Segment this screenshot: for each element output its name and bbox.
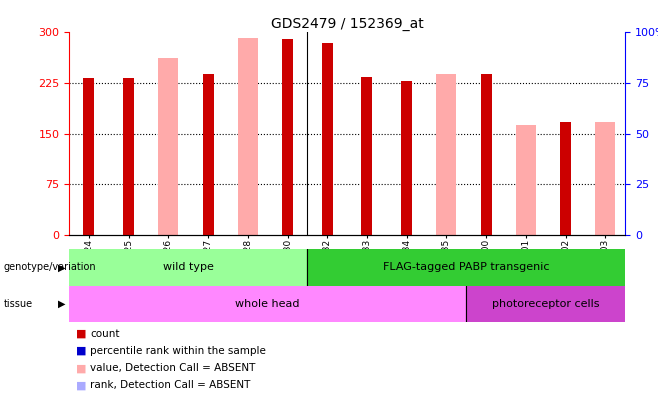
Text: value, Detection Call = ABSENT: value, Detection Call = ABSENT	[90, 363, 255, 373]
Bar	[69, 286, 467, 322]
Bar	[307, 249, 625, 286]
Text: ▶: ▶	[59, 262, 66, 272]
Text: ■: ■	[76, 363, 86, 373]
Bar	[436, 74, 456, 235]
Text: tissue: tissue	[3, 299, 32, 309]
Text: photoreceptor cells: photoreceptor cells	[492, 299, 599, 309]
Bar	[238, 38, 258, 235]
Bar	[159, 58, 178, 235]
Bar	[480, 74, 492, 235]
Text: percentile rank within the sample: percentile rank within the sample	[90, 346, 266, 356]
Bar	[282, 39, 293, 235]
Text: wild type: wild type	[163, 262, 214, 272]
Text: ■: ■	[76, 380, 86, 390]
Text: genotype/variation: genotype/variation	[3, 262, 96, 272]
Text: ■: ■	[76, 329, 86, 339]
Bar	[69, 249, 307, 286]
Text: ■: ■	[76, 346, 86, 356]
Text: whole head: whole head	[236, 299, 300, 309]
Text: ▶: ▶	[59, 299, 66, 309]
Bar	[516, 125, 536, 235]
Bar	[560, 122, 571, 235]
Bar	[467, 286, 625, 322]
Bar	[84, 78, 94, 235]
Bar	[595, 122, 615, 235]
Text: FLAG-tagged PABP transgenic: FLAG-tagged PABP transgenic	[383, 262, 549, 272]
Bar	[123, 78, 134, 235]
Bar	[401, 81, 412, 235]
Text: count: count	[90, 329, 120, 339]
Bar	[322, 43, 333, 235]
Bar	[361, 77, 372, 235]
Bar	[203, 74, 214, 235]
Text: rank, Detection Call = ABSENT: rank, Detection Call = ABSENT	[90, 380, 251, 390]
Title: GDS2479 / 152369_at: GDS2479 / 152369_at	[270, 17, 424, 31]
